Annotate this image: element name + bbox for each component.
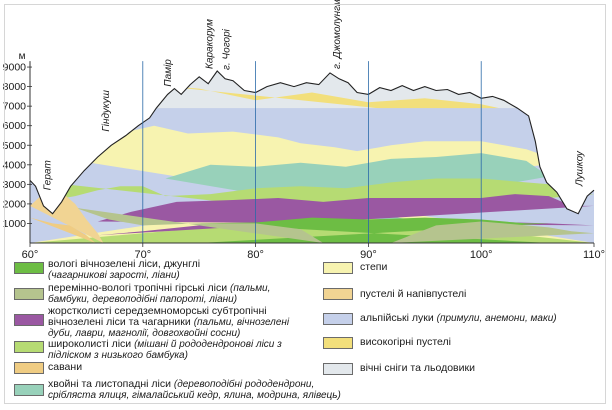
place-label: г. Чогорі xyxy=(222,28,233,70)
zone-savanna xyxy=(30,217,96,243)
y-tick-label: 8000 xyxy=(3,81,27,93)
place-label: Каракорум xyxy=(205,19,216,69)
y-tick-label: 4000 xyxy=(3,159,27,171)
x-tick-label: 70° xyxy=(134,249,151,261)
place-label: г. Джомолунгма xyxy=(332,0,343,69)
mountain-outline xyxy=(29,70,595,215)
place-label: Памір xyxy=(163,59,174,87)
grid-layer xyxy=(142,61,482,243)
x-tick-label: 60° xyxy=(22,249,39,261)
place-label: Гіндукуш xyxy=(101,89,112,131)
x-tick-label: 80° xyxy=(247,249,264,261)
zones-layer xyxy=(30,71,594,243)
y-tick-label: 9000 xyxy=(3,62,27,74)
y-unit-label: м xyxy=(19,51,26,62)
annotation-layer: Герат Гіндукуш Памір Каракорум г. Чогорі г. Д… xyxy=(42,0,585,190)
x-tick-label: 90° xyxy=(360,249,377,261)
x-tick-label: 110° xyxy=(583,249,605,261)
x-tick-label: 100° xyxy=(470,249,493,261)
y-tick-label: 7000 xyxy=(3,101,27,113)
y-tick-label: 2000 xyxy=(3,198,27,210)
zone-high-desert xyxy=(148,84,549,126)
place-label: Лушкоу xyxy=(575,150,586,187)
y-tick-label: 6000 xyxy=(3,120,27,132)
place-label: Герат xyxy=(42,160,53,190)
zone-tropical-mountain-forest-east xyxy=(391,221,594,243)
y-tick-label: 1000 xyxy=(3,218,27,230)
figure-frame xyxy=(4,4,606,404)
y-tick-label: 5000 xyxy=(3,140,27,152)
y-tick-label: 3000 xyxy=(3,179,27,191)
zone-tropical-mountain-forest xyxy=(75,207,324,243)
